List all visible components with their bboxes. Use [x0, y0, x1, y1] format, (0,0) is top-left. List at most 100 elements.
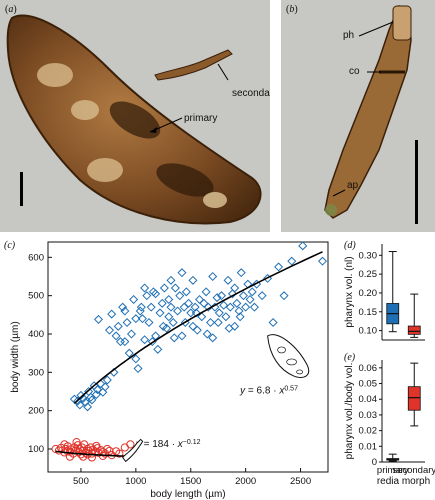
scatter-plot-frame: [47, 241, 329, 473]
panel-a-label: (a): [5, 4, 17, 15]
primary-point: [191, 308, 201, 318]
primary-point: [234, 306, 244, 316]
primary-point: [166, 302, 176, 312]
y-tick-label: 600: [28, 252, 44, 263]
primary-redia-icon: [267, 334, 310, 378]
pharynx: [392, 5, 412, 41]
primary-point: [102, 375, 112, 385]
secondary-fit-line: [55, 450, 131, 458]
primary-point: [129, 294, 139, 305]
primary-point: [238, 291, 248, 301]
primary-point: [166, 275, 176, 285]
primary-point: [230, 283, 240, 293]
primary-category-label: primary: [377, 465, 409, 476]
primary-point: [136, 302, 146, 312]
y-tick-label: 0.10: [359, 326, 378, 337]
primary-point: [213, 317, 223, 328]
primary-point: [181, 287, 191, 297]
primary-point: [202, 329, 212, 339]
primary-point: [124, 348, 134, 358]
box-chart-d: (d) 0.10 0.15 0.20 0.25 0.30 pharynx vol. (n…: [344, 240, 425, 341]
primary-point: [173, 306, 183, 316]
y-tick-label: 0.05: [359, 379, 378, 390]
primary-point: [100, 382, 110, 392]
primary-point: [126, 329, 136, 339]
e-x-axis-label: redia morph: [377, 476, 430, 487]
x-tick-label: 1000: [125, 476, 146, 487]
primary-point: [120, 306, 130, 316]
secondary-point: [60, 440, 69, 449]
primary-point: [155, 308, 165, 318]
y-tick-label: 100: [28, 444, 44, 455]
primary-fit-line: [73, 251, 323, 405]
secondary-redia-icon: [122, 438, 144, 463]
primary-point: [190, 302, 200, 312]
primary-point: [188, 321, 198, 331]
primary-point: [188, 275, 198, 285]
secondary-point: [115, 449, 124, 458]
primary-point: [159, 283, 169, 293]
primary-point: [247, 287, 257, 297]
x-tick-label: 2000: [235, 476, 256, 487]
primary-point: [142, 291, 152, 301]
primary-point: [287, 256, 297, 266]
secondary-category-label: secondary: [392, 465, 435, 476]
y-tick-label: 0.03: [359, 410, 378, 421]
secondary-redia-body: [154, 49, 233, 81]
scale-bar-a: [20, 172, 23, 206]
primary-point: [133, 363, 143, 374]
y-tick-label: 0.01: [359, 441, 378, 452]
panel-c-label: (c): [4, 240, 16, 251]
primary-point: [168, 317, 178, 328]
primary-point: [107, 309, 117, 319]
primary-point: [153, 344, 163, 354]
primary-point: [111, 331, 121, 341]
primary-point: [245, 294, 255, 305]
primary-point: [318, 256, 328, 266]
primary-point: [214, 308, 224, 318]
primary-point: [225, 302, 235, 312]
panel-e-letter: e: [347, 352, 352, 363]
primary-point: [203, 302, 213, 312]
y-tick-label: 400: [28, 329, 44, 340]
primary-point: [164, 312, 174, 322]
y-tick-label: 300: [28, 367, 44, 378]
primary-point: [257, 291, 267, 301]
primary-point: [201, 287, 211, 297]
primary-point: [157, 298, 167, 308]
redia-body-b: [324, 5, 412, 219]
primary-point: [175, 291, 185, 301]
primary-point: [91, 390, 101, 400]
primary-point: [235, 312, 245, 322]
primary-point: [151, 289, 161, 299]
primary-point: [170, 283, 180, 293]
panel-d-letter: d: [347, 240, 353, 251]
scatter-chart-c: (c) 500 1000 1500 2000 2500 100 200 300 400 500 60…: [4, 240, 329, 500]
y-tick-label: 200: [28, 406, 44, 417]
primary-point: [122, 317, 132, 328]
primary-point: [120, 337, 130, 347]
redia-photo-b: [324, 5, 418, 224]
primary-point: [131, 314, 141, 324]
primary-point: [241, 302, 251, 312]
x-tick-label: 2500: [290, 476, 311, 487]
y-axis-label: body width (µm): [10, 321, 21, 392]
primary-point: [146, 302, 156, 312]
secondary-point: [86, 443, 95, 452]
primary-point: [268, 317, 278, 328]
primary-point: [223, 275, 233, 285]
secondary-annotation: secondary: [232, 88, 270, 99]
y-tick-label: 0.20: [359, 288, 378, 299]
primary-point: [113, 321, 123, 331]
primary-point: [137, 314, 147, 324]
primary-point: [195, 294, 205, 305]
d-y-axis-label: pharynx vol. (nl): [344, 256, 355, 327]
ph-annotation: ph: [343, 30, 355, 41]
primary-point: [83, 402, 93, 412]
co-annotation: co: [349, 66, 360, 77]
primary-point: [192, 325, 202, 335]
primary-point: [184, 298, 194, 308]
primary-point: [144, 317, 154, 328]
panel-e-label: (e): [344, 352, 356, 363]
primary-point: [179, 302, 189, 312]
